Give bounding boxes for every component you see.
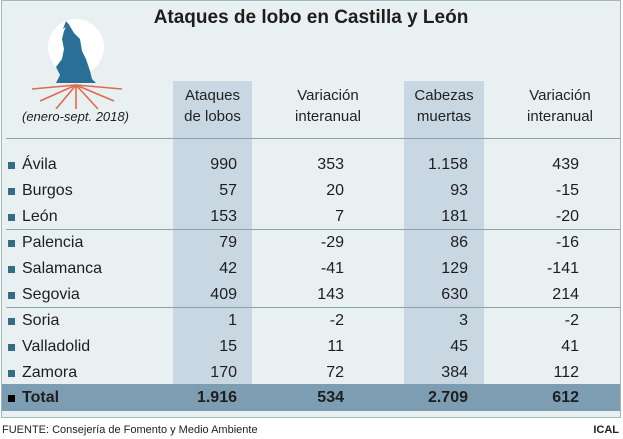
row-value: 7 [335,208,344,225]
row-name: León [22,208,58,225]
row-bullet [8,162,15,169]
row-value: 170 [210,364,237,381]
group-divider [6,229,620,230]
row-bullet [8,292,15,299]
row-name: Zamora [22,364,78,381]
table-row: Zamora 170 72 384 112 [2,360,620,386]
row-value: 93 [450,182,468,199]
row-value: 214 [552,286,579,303]
row-value: -20 [555,208,579,225]
column-header-variacion-ataques: Variación interanual [278,85,378,127]
row-value: -16 [555,234,579,251]
row-value: 79 [219,234,237,251]
row-value: 15 [219,338,237,355]
row-bullet [8,370,15,377]
column-header-line: de lobos [184,108,241,125]
column-header-line: Variación [529,87,591,104]
row-value: 1.158 [427,156,468,173]
row-bullet [8,395,15,402]
row-value: 181 [441,208,468,225]
table-row: Valladolid 15 11 45 41 [2,334,620,360]
total-band [2,384,620,411]
row-name: Burgos [22,182,73,199]
column-header-ataques: Ataques de lobos [173,85,252,127]
column-header-line: Cabezas [414,87,474,104]
row-value: 353 [317,156,344,173]
total-value: 534 [317,389,344,406]
table-row: Soria 1 -2 3 -2 [2,308,620,334]
row-value: 45 [450,338,468,355]
row-value: 20 [326,182,344,199]
row-bullet [8,240,15,247]
row-name: Soria [22,312,60,329]
row-name: Segovia [22,286,80,303]
source-note: FUENTE: Consejería de Fomento y Medio Am… [2,424,258,436]
row-value: 57 [219,182,237,199]
row-name: Palencia [22,234,84,251]
row-value: 143 [317,286,344,303]
header-divider [6,138,620,139]
period-label: (enero-sept. 2018) [22,109,129,124]
row-bullet [8,266,15,273]
row-value: 11 [327,338,344,355]
table-row: León 153 7 181 -20 [2,204,620,230]
credit-label: ICAL [593,424,619,436]
column-shade-cabezas [404,81,484,384]
row-value: 439 [552,156,579,173]
row-name: Ávila [22,156,57,173]
row-value: 3 [459,312,468,329]
column-header-cabezas: Cabezas muertas [404,85,484,127]
table-panel: Ataques de lobo en Castilla y León (ener… [1,0,621,418]
total-value: 2.709 [427,389,468,406]
column-shade-ataques [173,81,252,384]
row-value: 42 [219,260,237,277]
row-value: -2 [564,312,579,329]
total-row: Total 1.916 534 2.709 612 [2,385,620,411]
table-row: Salamanca 42 -41 129 -141 [2,256,620,282]
total-label: Total [22,389,60,406]
row-value: -141 [546,260,579,277]
row-value: 409 [210,286,237,303]
row-bullet [8,318,15,325]
row-value: 630 [441,286,468,303]
row-value: 1 [228,312,237,329]
total-value: 1.916 [196,389,237,406]
row-bullet [8,188,15,195]
row-value: -41 [320,260,344,277]
row-value: 86 [450,234,468,251]
row-value: 72 [326,364,344,381]
howling-wolf-icon [31,19,123,109]
row-value: 129 [441,260,468,277]
row-name: Valladolid [22,338,91,355]
row-name: Salamanca [22,260,103,277]
column-header-line: Ataques [184,87,241,104]
column-header-line: muertas [416,108,472,125]
column-header-line: interanual [295,108,361,125]
row-bullet [8,344,15,351]
row-value: -15 [555,182,579,199]
row-value: 112 [553,364,579,381]
row-value: -2 [329,312,344,329]
table-row: Segovia 409 143 630 214 [2,282,620,308]
row-value: 153 [210,208,237,225]
group-divider [6,307,620,308]
table-row: Burgos 57 20 93 -15 [2,178,620,204]
column-header-variacion-cabezas: Variación interanual [510,85,610,127]
table-row: Ávila 990 353 1.158 439 [2,152,620,178]
total-value: 612 [552,389,579,406]
row-value: -29 [320,234,344,251]
row-value: 990 [210,156,237,173]
column-header-line: interanual [527,108,593,125]
column-header-line: Variación [297,87,359,104]
row-value: 41 [561,338,579,355]
table-row: Palencia 79 -29 86 -16 [2,230,620,256]
chart-title: Ataques de lobo en Castilla y León [153,7,469,28]
row-bullet [8,214,15,221]
row-value: 384 [441,364,468,381]
